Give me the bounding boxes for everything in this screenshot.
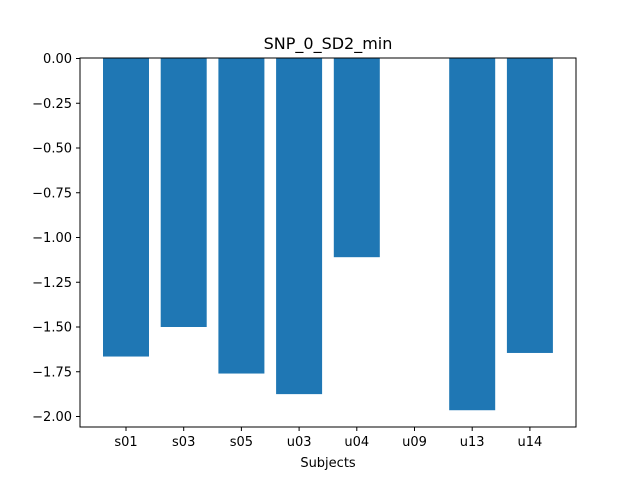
x-tick-label-s01: s01: [114, 435, 137, 450]
x-tick-label-s03: s03: [172, 435, 195, 450]
y-tick-label: −0.50: [32, 142, 72, 157]
x-axis-label: Subjects: [300, 456, 356, 471]
x-tick-label-s05: s05: [230, 435, 253, 450]
y-axis: 0.00 −0.25 −0.50 −0.75 −1.00 −1.25 −1.50 −1.75 −…: [32, 52, 80, 425]
bar-s03: [160, 58, 207, 327]
bar-u13: [449, 58, 496, 411]
x-tick-label-u13: u13: [460, 435, 485, 450]
y-tick-label: −1.25: [32, 276, 72, 291]
chart-title: SNP_0_SD2_min: [264, 34, 393, 54]
x-tick-label-u14: u14: [518, 435, 543, 450]
y-tick-label: 0.00: [43, 52, 72, 67]
bar-u04: [333, 58, 380, 258]
x-tick-label-u09: u09: [402, 435, 427, 450]
y-tick-label: −1.75: [32, 365, 72, 380]
x-tick-label-u04: u04: [344, 435, 369, 450]
bar-u03: [276, 58, 323, 395]
y-tick-label: −0.25: [32, 97, 72, 112]
y-tick-label: −1.50: [32, 321, 72, 336]
x-tick-label-u03: u03: [287, 435, 312, 450]
plot-frame: [79, 57, 577, 428]
y-tick-label: −0.75: [32, 186, 72, 201]
bars-group: [103, 58, 553, 411]
bar-u14: [506, 58, 553, 353]
bar-s05: [218, 58, 265, 374]
x-axis: s01 s03 s05 u03 u04 u09 u13 u14: [114, 427, 542, 450]
y-tick-label: −1.00: [32, 231, 72, 246]
y-tick-label: −2.00: [32, 410, 72, 425]
bar-s01: [103, 58, 149, 357]
